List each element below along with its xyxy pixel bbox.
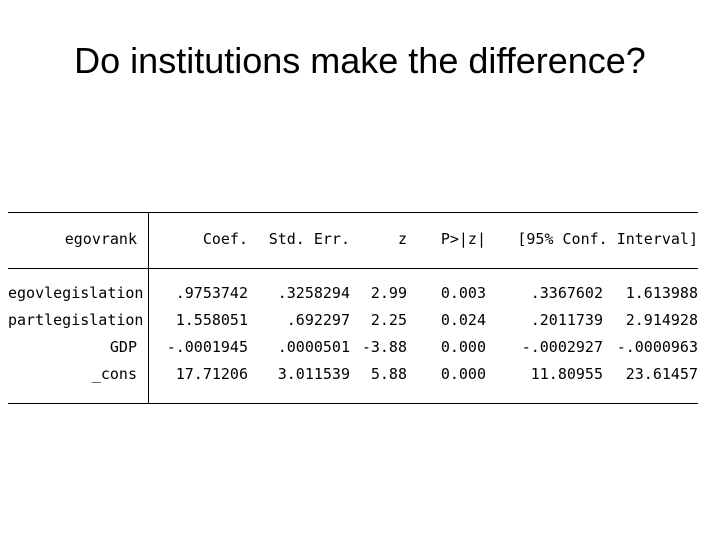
row-ci-lower: -.0002927 bbox=[521, 338, 603, 356]
header-p-value: P>|z| bbox=[440, 230, 486, 248]
table-row: GDP -.0001945 .0000501 -3.88 0.000 -.000… bbox=[8, 338, 698, 364]
row-z: 2.25 bbox=[370, 311, 407, 329]
row-std-err: 3.011539 bbox=[277, 365, 350, 383]
row-ci-lower: .3367602 bbox=[530, 284, 603, 302]
row-z: 5.88 bbox=[370, 365, 407, 383]
row-p-value: 0.024 bbox=[440, 311, 486, 329]
row-ci-upper: 1.613988 bbox=[625, 284, 698, 302]
row-coef: 17.71206 bbox=[175, 365, 248, 383]
row-ci-upper: -.0000963 bbox=[616, 338, 698, 356]
row-coef: 1.558051 bbox=[175, 311, 248, 329]
table-divider bbox=[148, 212, 149, 404]
row-ci-upper: 2.914928 bbox=[625, 311, 698, 329]
row-variable: partlegislation bbox=[8, 311, 144, 329]
table-row: partlegislation 1.558051 .692297 2.25 0.… bbox=[8, 311, 698, 337]
row-std-err: .3258294 bbox=[277, 284, 350, 302]
row-std-err: .692297 bbox=[286, 311, 350, 329]
row-coef: -.0001945 bbox=[166, 338, 248, 356]
header-coef: Coef. bbox=[202, 230, 248, 248]
table-row: _cons 17.71206 3.011539 5.88 0.000 11.80… bbox=[8, 365, 698, 391]
table-header-row: egovrank Coef. Std. Err. z P>|z| [95% Co… bbox=[8, 230, 698, 256]
dependent-variable: egovrank bbox=[64, 230, 137, 248]
row-ci-lower: 11.80955 bbox=[530, 365, 603, 383]
row-z: 2.99 bbox=[370, 284, 407, 302]
row-std-err: .0000501 bbox=[277, 338, 350, 356]
row-p-value: 0.000 bbox=[440, 338, 486, 356]
row-z: -3.88 bbox=[361, 338, 407, 356]
header-rule bbox=[8, 268, 698, 269]
row-variable: GDP bbox=[109, 338, 137, 356]
header-std-err: Std. Err. bbox=[268, 230, 350, 248]
row-coef: .9753742 bbox=[175, 284, 248, 302]
row-variable: _cons bbox=[91, 365, 137, 383]
table-row: egovlegislation .9753742 .3258294 2.99 0… bbox=[8, 284, 698, 310]
row-p-value: 0.000 bbox=[440, 365, 486, 383]
regression-table: egovrank Coef. Std. Err. z P>|z| [95% Co… bbox=[8, 212, 698, 404]
row-variable: egovlegislation bbox=[8, 284, 144, 302]
table-bottom-rule bbox=[8, 403, 698, 404]
row-ci-upper: 23.61457 bbox=[625, 365, 698, 383]
slide-title: Do institutions make the difference? bbox=[74, 40, 646, 81]
table-top-rule bbox=[8, 212, 698, 213]
header-conf-interval: [95% Conf. Interval] bbox=[517, 230, 698, 248]
header-z: z bbox=[397, 230, 407, 248]
row-ci-lower: .2011739 bbox=[530, 311, 603, 329]
row-p-value: 0.003 bbox=[440, 284, 486, 302]
